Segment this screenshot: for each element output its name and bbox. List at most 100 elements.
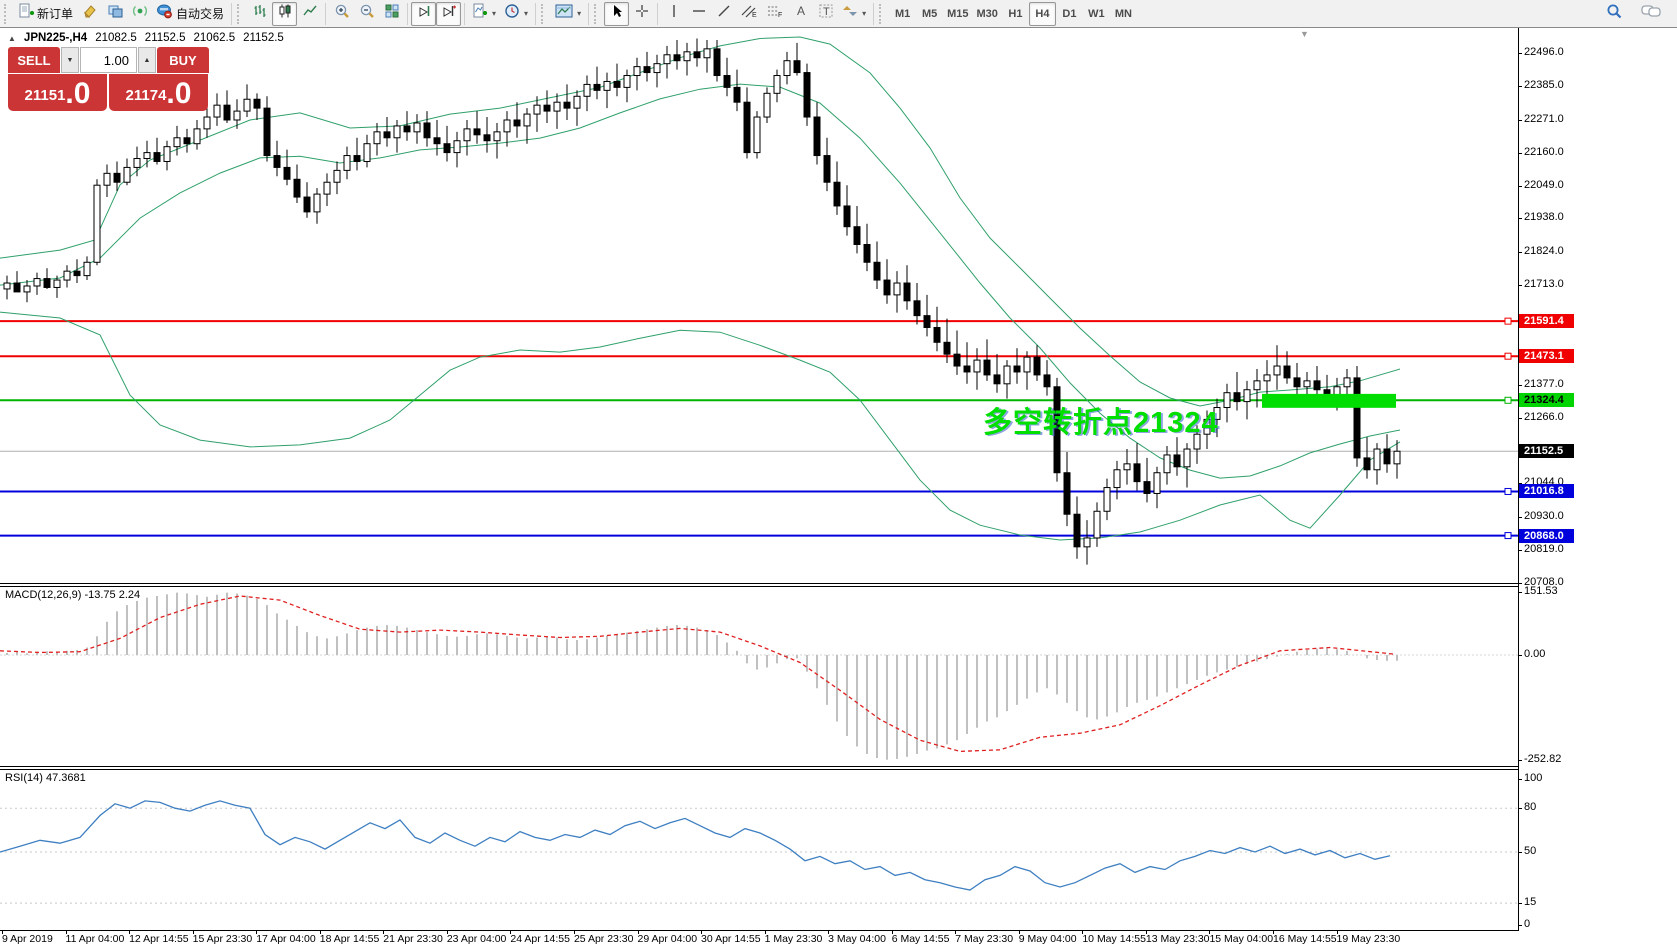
toolbar-grip [594,3,600,24]
indicators-button[interactable]: ▾ [468,2,500,26]
timeframe-m5-button[interactable]: M5 [916,2,943,26]
templates-button[interactable]: ▾ [551,2,585,26]
axis-tick [1518,384,1522,386]
indicators-icon [472,3,488,24]
timeframe-w1-button[interactable]: W1 [1083,2,1110,26]
timeframe-h1-button[interactable]: H1 [1002,2,1029,26]
rsi-tick-label: 80 [1524,801,1537,814]
bar-chart-button[interactable] [247,2,272,26]
chart-annotation-text[interactable]: 多空转折点21324 [983,407,1219,439]
toolbar-separator [464,2,466,25]
collapse-panel-icon[interactable]: ▲ [8,33,16,43]
volume-decrease-button[interactable]: ▼ [61,47,79,73]
axis-tick [1518,903,1522,905]
vertical-line-button[interactable] [661,2,686,26]
tile-windows-icon [384,3,400,24]
time-tick-label: 3 May 04:00 [828,933,886,945]
zoom-in-button[interactable] [329,2,354,26]
equidistant-channel-button[interactable]: E [736,2,762,26]
candlestick-chart-button[interactable] [272,1,298,26]
auto-trading-button[interactable]: 自动交易 [152,2,228,26]
time-tick-label: 1 May 23:30 [764,933,823,945]
line-chart-button[interactable] [297,2,322,26]
text-icon: A [794,3,808,24]
chart-shift-icon [441,3,457,24]
auto-scroll-button[interactable] [411,1,437,26]
cursor-icon [609,3,625,24]
timeframe-m30-button[interactable]: M30 [973,2,1002,26]
price-tag: 21016.8 [1519,484,1574,499]
timeframe-label: W1 [1088,7,1105,20]
timeframe-mn-button[interactable]: MN [1110,2,1137,26]
volume-input[interactable]: 1.00 [80,47,137,73]
timeframe-m15-button[interactable]: M15 [943,2,972,26]
time-tick [1209,930,1211,934]
time-tick-label: 29 Apr 04:00 [637,933,698,945]
buy-price[interactable]: 21174.0 [109,74,208,111]
pane-divider[interactable] [0,769,1518,770]
toolbar-grip [879,3,885,24]
time-tick [701,930,703,934]
dropdown-caret-icon: ▾ [524,9,529,18]
timeframe-d1-button[interactable]: D1 [1056,2,1083,26]
zoom-out-icon [359,3,375,24]
fibonacci-button[interactable]: F [762,2,788,26]
price-tick-label: 21938.0 [1524,211,1564,224]
zoom-out-button[interactable] [354,2,379,26]
timeframe-h4-button[interactable]: H4 [1028,1,1056,26]
rsi-tick-label: 0 [1524,918,1531,930]
sell-price-frac: .0 [65,77,91,110]
main-toolbar: 新订单 自动交易 ▾ ▾ [0,0,1677,28]
horizontal-line-button[interactable] [686,2,711,26]
volume-increase-button[interactable]: ▲ [138,47,156,73]
price-tag: 21591.4 [1519,314,1574,329]
cursor-button[interactable] [604,1,630,26]
axis-tick [1518,185,1522,187]
pane-divider[interactable] [0,586,1518,587]
time-tick [65,930,67,934]
candlestick-chart-icon [277,3,293,24]
zoom-in-icon [334,3,350,24]
signal-button[interactable] [127,2,152,26]
sell-price[interactable]: 21151.0 [8,74,107,111]
toolbar-separator [657,2,659,25]
chart-plot[interactable] [0,28,1518,931]
search-button[interactable] [1602,2,1627,26]
new-order-button[interactable]: 新订单 [14,2,77,26]
chart-shift-button[interactable] [436,1,462,26]
text-label-button[interactable]: T [813,2,838,26]
crosshair-button[interactable] [629,2,654,26]
price-tag: 21152.5 [1519,444,1574,459]
time-tick-label: 24 Apr 14:55 [510,933,570,945]
sell-button[interactable]: SELL [8,47,60,73]
toolbar-grip [541,3,547,24]
price-tag: 20868.0 [1519,528,1574,543]
template-icon [555,3,573,24]
timeframe-label: MN [1114,7,1132,20]
spin-down-icon: ▼ [66,56,74,64]
toolbar-separator [325,2,327,25]
price-tick-label: 22385.0 [1524,78,1564,91]
timeframe-m1-button[interactable]: M1 [889,2,916,26]
time-tick [446,930,448,934]
axis-tick [1518,760,1522,762]
buy-button[interactable]: BUY [157,47,209,73]
trendline-button[interactable] [711,2,736,26]
arrows-button[interactable]: ▾ [838,2,870,26]
periods-button[interactable]: ▾ [500,2,532,26]
time-tick-label: 16 May 14:55 [1273,933,1337,945]
time-tick [1273,930,1274,934]
price-tag: 21473.1 [1519,349,1574,364]
chat-button[interactable] [1637,2,1665,26]
tile-windows-button[interactable] [379,2,404,26]
svg-text:T: T [823,6,830,18]
text-button[interactable]: A [788,2,813,26]
time-tick-label: 15 Apr 23:30 [192,933,253,945]
layers-button[interactable] [77,2,102,26]
axis-tick [1518,550,1522,552]
axis-tick [1518,152,1522,154]
chart-windows-button[interactable] [102,2,127,26]
time-tick [573,930,575,934]
chart-shift-marker-icon[interactable]: ▼ [1300,29,1309,39]
dropdown-caret-icon: ▾ [492,9,497,18]
